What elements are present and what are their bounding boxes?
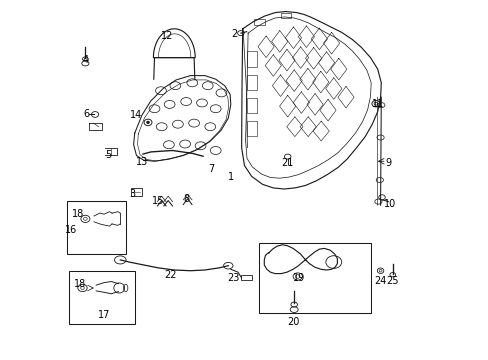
Bar	[246, 51, 256, 67]
Text: 13: 13	[136, 157, 148, 167]
Text: 24: 24	[374, 276, 386, 286]
Text: 5: 5	[105, 150, 111, 160]
Polygon shape	[133, 76, 230, 161]
Text: 2: 2	[231, 29, 237, 39]
Text: 4: 4	[82, 55, 88, 66]
Text: 9: 9	[385, 158, 391, 168]
Bar	[246, 98, 256, 113]
Text: 8: 8	[183, 194, 189, 204]
Ellipse shape	[146, 121, 149, 123]
Text: 23: 23	[226, 273, 239, 283]
Bar	[246, 121, 256, 136]
Bar	[241, 275, 252, 280]
Text: 11: 11	[371, 99, 384, 109]
Text: 17: 17	[98, 310, 110, 320]
Bar	[69, 271, 135, 324]
Bar	[246, 75, 256, 90]
Text: 6: 6	[83, 109, 90, 120]
Text: 3: 3	[129, 189, 135, 199]
Text: 10: 10	[384, 199, 396, 210]
Text: 21: 21	[280, 158, 293, 168]
Text: 7: 7	[208, 164, 214, 174]
Text: 22: 22	[164, 270, 177, 280]
Bar	[280, 13, 291, 18]
Text: 15: 15	[152, 196, 164, 206]
Bar	[253, 19, 264, 25]
Text: 14: 14	[129, 110, 142, 120]
Text: 18: 18	[72, 209, 84, 219]
Text: 18: 18	[73, 279, 85, 289]
Bar	[67, 201, 126, 254]
Bar	[258, 243, 370, 313]
Bar	[131, 188, 142, 196]
Text: 20: 20	[286, 317, 299, 327]
Text: 25: 25	[386, 276, 398, 286]
Text: 1: 1	[227, 172, 233, 182]
Text: 16: 16	[65, 225, 77, 235]
Text: 12: 12	[161, 31, 173, 41]
Text: 19: 19	[292, 273, 305, 283]
